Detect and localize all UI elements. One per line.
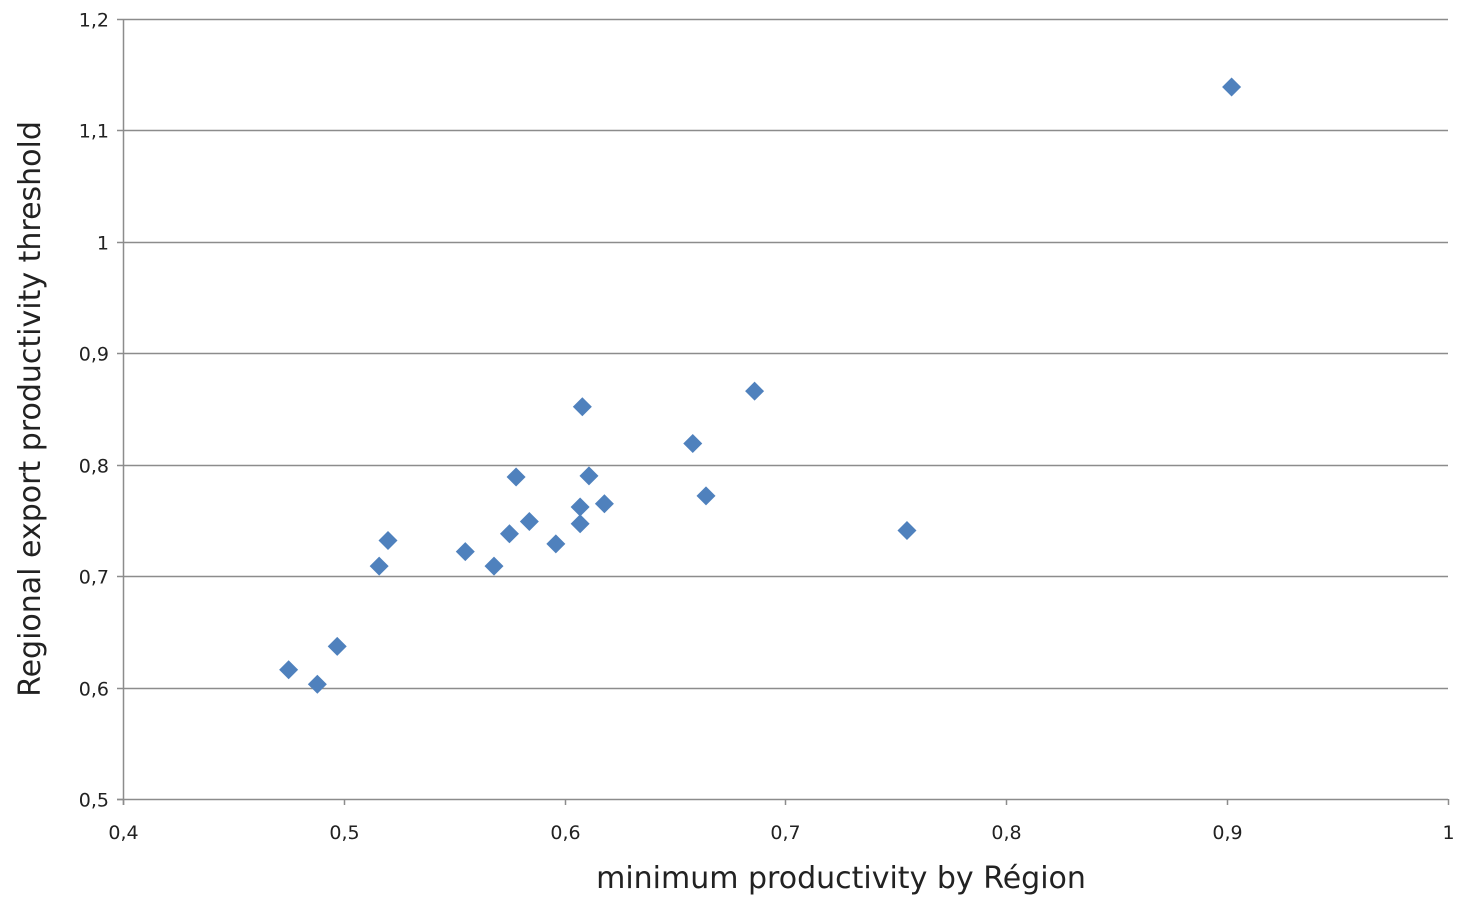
data-points: [279, 77, 1242, 694]
y-tick-label-7: 1,2: [79, 10, 109, 32]
data-point-0-1: [307, 674, 327, 694]
data-point-0-8: [506, 467, 526, 487]
x-tick-label-0: 0,4: [108, 822, 138, 844]
data-point-0-5: [455, 542, 475, 562]
x-tick-label-2: 0,6: [550, 822, 580, 844]
data-point-0-3: [369, 556, 389, 576]
data-point-0-13: [572, 397, 592, 417]
data-point-0-2: [327, 636, 347, 656]
data-point-0-12: [570, 514, 590, 534]
data-point-0-15: [594, 494, 614, 514]
y-tick-label-6: 1,1: [79, 121, 109, 143]
data-point-0-0: [279, 660, 299, 680]
y-tick-label-4: 0,9: [79, 344, 109, 366]
y-tick-label-1: 0,6: [79, 679, 109, 701]
x-tick-label-5: 0,9: [1212, 822, 1242, 844]
data-point-0-14: [579, 466, 599, 486]
gridlines: [123, 18, 1448, 690]
data-point-0-19: [897, 520, 917, 540]
x-tick-label-1: 0,5: [329, 822, 359, 844]
y-tick-label-5: 1: [97, 233, 109, 255]
data-point-0-20: [1222, 77, 1242, 97]
y-tick-label-3: 0,8: [79, 456, 109, 478]
y-tick-label-0: 0,5: [79, 790, 109, 812]
data-point-0-11: [570, 497, 590, 517]
data-point-0-10: [546, 534, 566, 554]
y-axis-title: Regional export productivity threshold: [13, 121, 48, 697]
data-point-0-4: [378, 530, 398, 550]
data-point-0-17: [696, 486, 716, 506]
data-point-0-18: [745, 381, 765, 401]
x-tick-label-6: 1: [1442, 822, 1454, 844]
x-tick-label-4: 0,8: [991, 822, 1021, 844]
tick-labels: 0,5 0,6 0,7 0,8 0,9 1 1,1 1,2 0,4 0,5 0,6 0,7 0,8 0,9…: [79, 10, 1455, 845]
x-tick-label-3: 0,7: [770, 822, 800, 844]
y-tick-label-2: 0,7: [79, 567, 109, 589]
data-point-0-16: [683, 434, 703, 454]
x-axis-title: minimum productivity by Région: [596, 861, 1086, 896]
axes: [117, 19, 1448, 805]
data-point-0-7: [499, 524, 519, 544]
data-point-0-9: [519, 512, 539, 532]
data-point-0-6: [484, 556, 504, 576]
